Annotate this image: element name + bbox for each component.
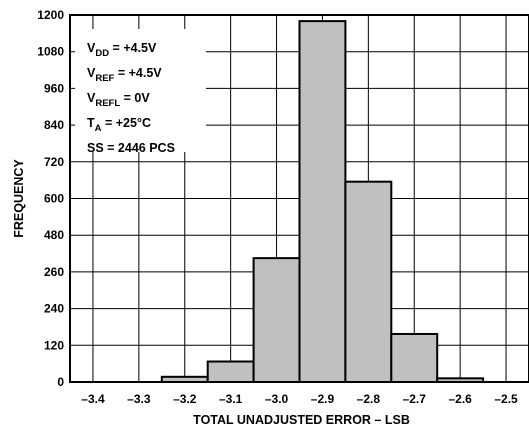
conditions-annotation: VDD = +4.5V VREF = +4.5V VREFL = 0V TA = +2… (75, 29, 206, 155)
y-tick-label: 0 (57, 375, 64, 389)
histogram-bar (206, 360, 255, 383)
y-tick-label: 1200 (37, 8, 64, 22)
histogram-bar (390, 332, 439, 383)
annotation-line: VREFL = 0V (87, 91, 150, 109)
x-axis-title: TOTAL UNADJUSTED ERROR – LSB (193, 413, 410, 427)
annotation-background (75, 29, 206, 152)
x-tick-label: –3.0 (265, 392, 289, 406)
annotation-line: TA = +25°C (87, 116, 151, 134)
y-tick-label: 720 (44, 155, 64, 169)
annotation-line: VDD = +4.5V (87, 41, 157, 59)
y-tick-label: 120 (44, 338, 64, 352)
x-tick-label: –2.5 (494, 392, 518, 406)
y-tick-label: 960 (44, 81, 64, 95)
x-tick-label: –3.1 (219, 392, 243, 406)
histogram-bars (160, 20, 485, 384)
x-tick-label: –3.4 (81, 392, 105, 406)
y-axis-title: FREQUENCY (12, 159, 26, 238)
x-tick-label: –2.8 (357, 392, 381, 406)
annotation-line: VREF = +4.5V (87, 66, 162, 84)
y-tick-label: 840 (44, 118, 64, 132)
y-tick-label: 1080 (37, 45, 64, 59)
x-tick-label: –3.2 (173, 392, 197, 406)
y-tick-labels: 0 120 240 260 480 600 720 840 960 1080 1200 (37, 8, 64, 389)
plot-frame (69, 14, 529, 383)
histogram-bar (298, 20, 347, 383)
x-tick-label: –2.9 (311, 392, 335, 406)
y-tick-label: 240 (44, 302, 64, 316)
annotation-line: SS = 2446 PCS (87, 141, 175, 155)
x-tick-label: –3.3 (127, 392, 151, 406)
histogram-bar (252, 257, 301, 384)
y-tick-label: 480 (44, 228, 64, 242)
histogram-bar (344, 180, 393, 383)
y-tick-label: 600 (44, 192, 64, 206)
x-tick-label: –2.7 (403, 392, 427, 406)
x-tick-labels: –3.4 –3.3 –3.2 –3.1 –3.0 –2.9 –2.8 –2.7 –2.6 –2.5 (81, 392, 518, 406)
y-tick-label: 260 (44, 265, 64, 279)
x-tick-label: –2.6 (448, 392, 472, 406)
